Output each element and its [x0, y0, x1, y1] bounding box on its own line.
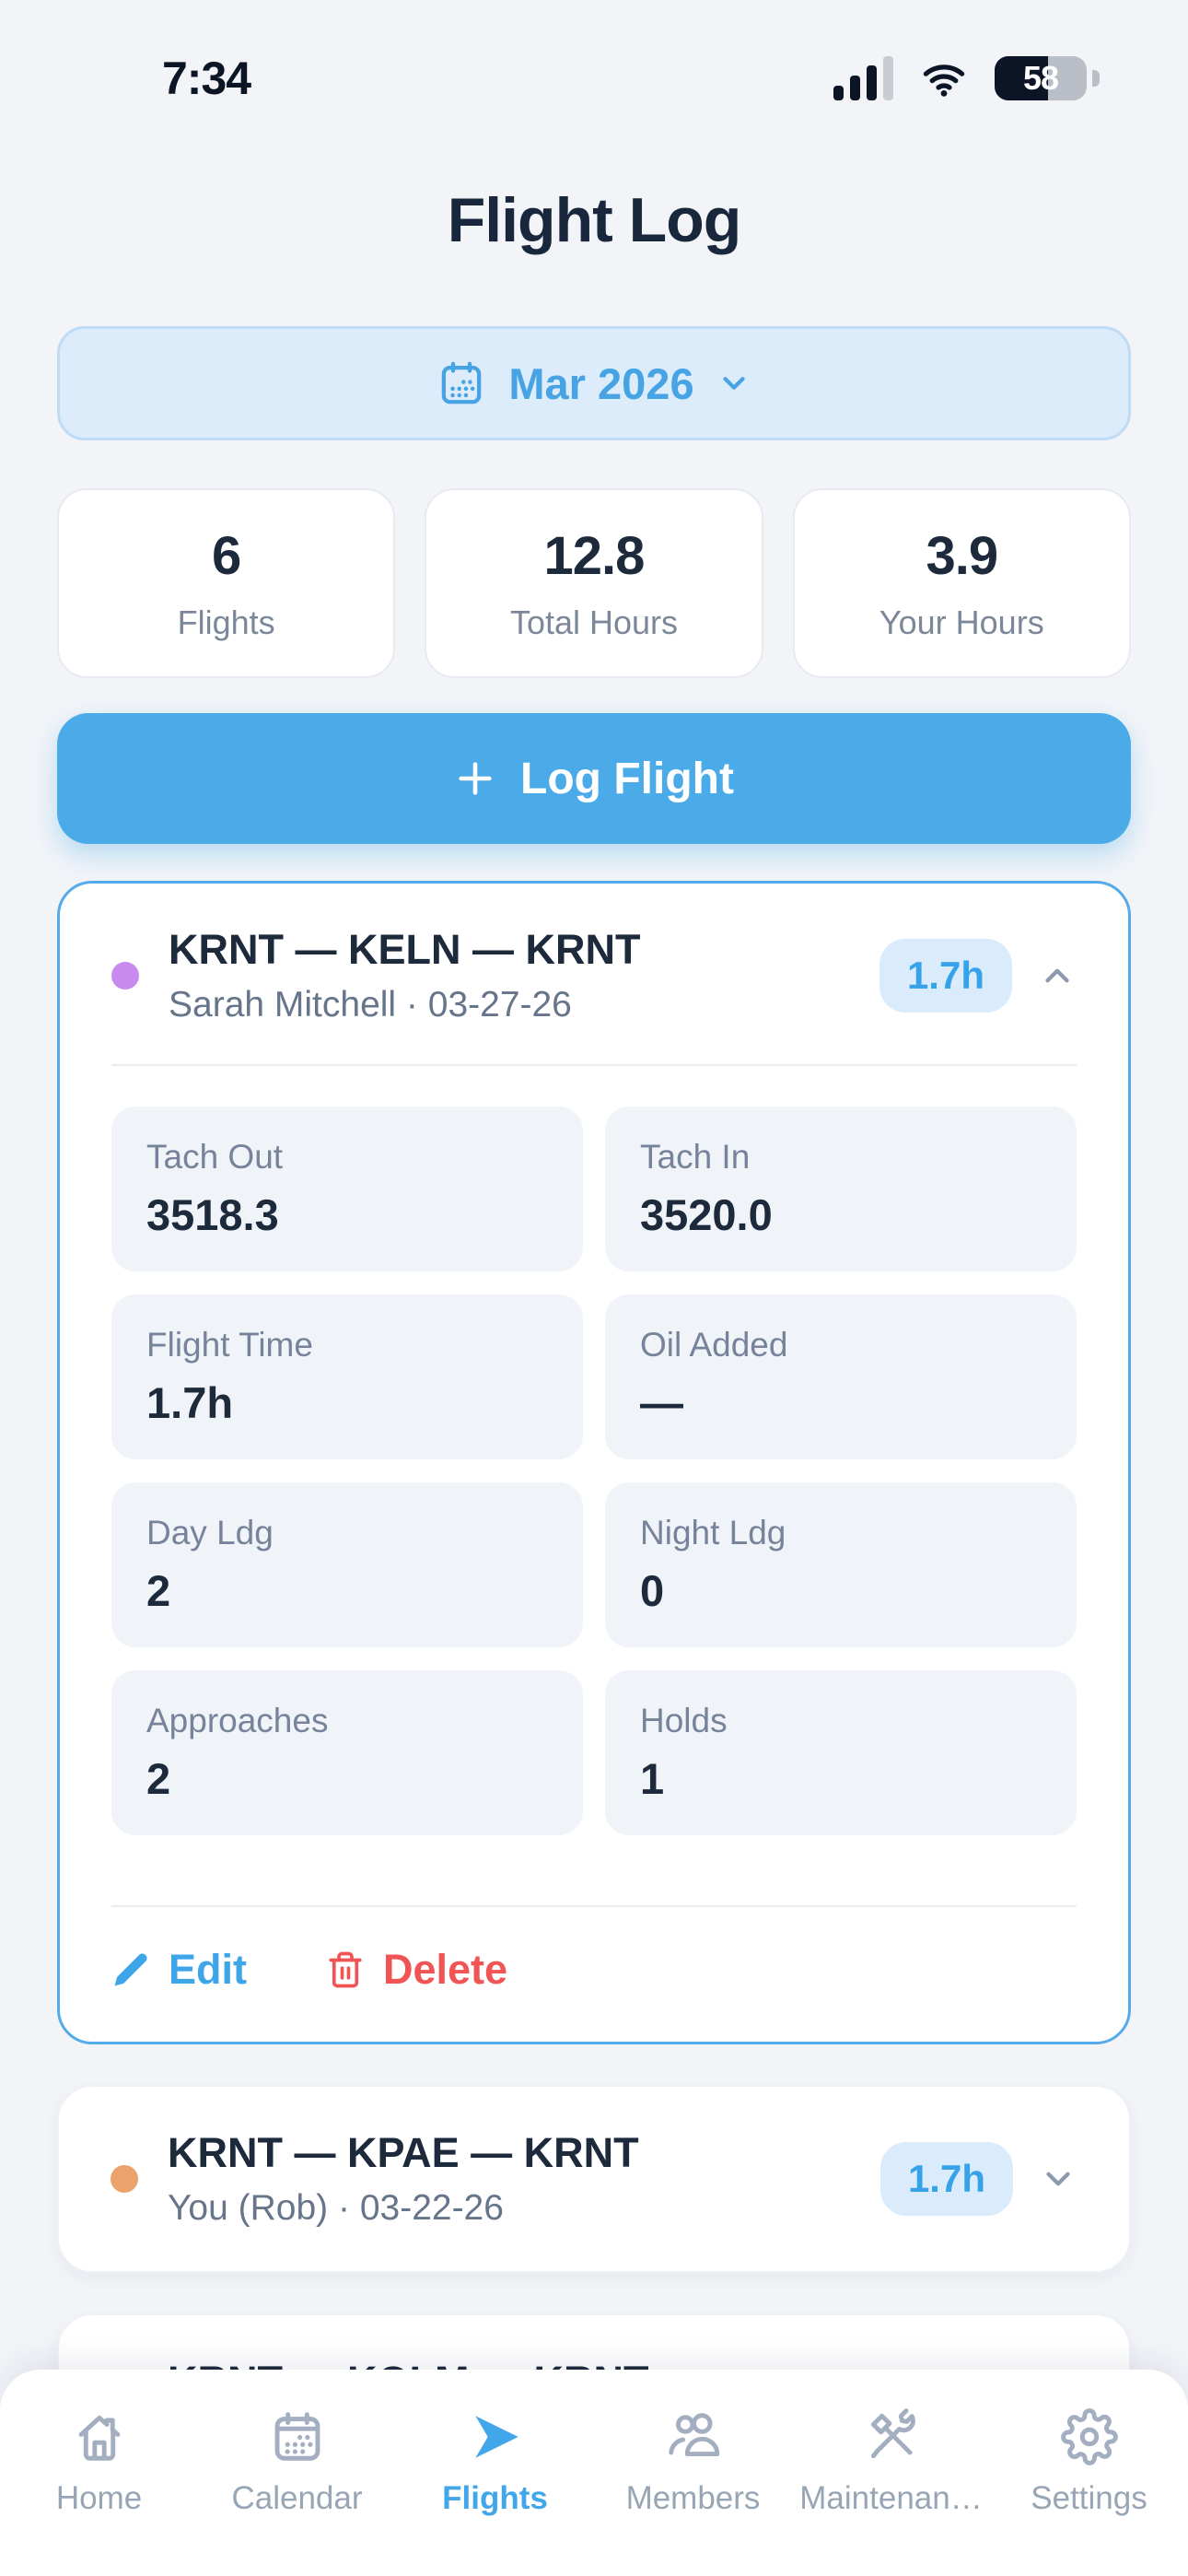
tab-maintenance[interactable]: Maintenan… — [792, 2408, 990, 2576]
flight-route: KRNT — KELN — KRNT — [169, 926, 641, 973]
stat-card-flights: 6 Flights — [57, 488, 396, 678]
flight-card-header[interactable]: KRNT — KELN — KRNT Sarah Mitchell · 03-2… — [111, 926, 1077, 1025]
divider — [111, 1905, 1077, 1907]
tab-flights[interactable]: Flights — [396, 2408, 594, 2576]
tab-label: Home — [55, 2480, 143, 2516]
flight-subtitle: Sarah Mitchell · 03-27-26 — [169, 985, 572, 1025]
flight-detail-grid: Tach Out 3518.3 Tach In 3520.0 Flight Ti… — [111, 1107, 1077, 1835]
flight-card-header[interactable]: KRNT — KPAE — KRNT You (Rob) · 03-22-26 … — [111, 2129, 1077, 2229]
field-night-ldg: Night Ldg 0 — [605, 1482, 1077, 1647]
tab-label: Members — [625, 2480, 761, 2516]
flight-actions: Edit Delete — [111, 1946, 1077, 1994]
chevron-down-icon[interactable] — [1039, 2160, 1077, 2198]
delete-button[interactable]: Delete — [326, 1946, 507, 1994]
log-flight-button[interactable]: Log Flight — [57, 713, 1131, 844]
field-flight-time: Flight Time 1.7h — [111, 1294, 583, 1459]
route-dot — [111, 962, 139, 989]
tab-calendar[interactable]: Calendar — [198, 2408, 396, 2576]
tab-members[interactable]: Members — [594, 2408, 792, 2576]
field-value: 2 — [146, 1566, 171, 1615]
field-label: Holds — [640, 1702, 728, 1739]
field-value: 0 — [640, 1566, 665, 1615]
home-icon — [78, 2415, 120, 2461]
battery-percent: 58 — [1022, 59, 1059, 97]
flight-route: KRNT — KPAE — KRNT — [168, 2129, 639, 2176]
field-tach-in: Tach In 3520.0 — [605, 1107, 1077, 1271]
field-value: 2 — [146, 1754, 171, 1803]
tab-bar: Home Calendar Flights — [0, 2370, 1188, 2576]
stat-value: 3.9 — [926, 525, 999, 586]
field-oil-added: Oil Added — — [605, 1294, 1077, 1459]
status-icons: 58 — [833, 56, 1100, 100]
stat-value: 12.8 — [543, 525, 646, 586]
field-day-ldg: Day Ldg 2 — [111, 1482, 583, 1647]
field-label: Tach Out — [146, 1138, 284, 1176]
field-label: Tach In — [640, 1138, 751, 1176]
delete-label: Delete — [383, 1946, 508, 1993]
stat-card-total-hours: 12.8 Total Hours — [425, 488, 763, 678]
field-label: Flight Time — [146, 1326, 313, 1364]
flight-card-expanded: KRNT — KELN — KRNT Sarah Mitchell · 03-2… — [57, 881, 1131, 2044]
flight-card-collapsed: KRNT — KPAE — KRNT You (Rob) · 03-22-26 … — [57, 2085, 1131, 2273]
pencil-icon — [114, 1953, 147, 1986]
month-selector[interactable]: Mar 2026 — [57, 326, 1131, 440]
battery-icon: 58 — [995, 56, 1087, 100]
edit-button[interactable]: Edit — [111, 1946, 247, 1994]
log-flight-label: Log Flight — [520, 754, 734, 803]
month-selector-label: Mar 2026 — [508, 358, 694, 408]
tools-icon — [870, 2408, 915, 2459]
page-title: Flight Log — [447, 185, 742, 255]
flight-list: KRNT — KELN — KRNT Sarah Mitchell · 03-2… — [57, 881, 1131, 2501]
tab-settings[interactable]: Settings — [990, 2408, 1188, 2576]
field-label: Day Ldg — [146, 1514, 274, 1551]
tab-label: Flights — [442, 2480, 548, 2516]
field-value: 3520.0 — [640, 1190, 773, 1239]
status-bar: 7:34 58 — [0, 0, 1188, 109]
stats-row: 6 Flights 12.8 Total Hours 3.9 Your Hour… — [57, 488, 1131, 678]
divider — [111, 1064, 1077, 1066]
chevron-down-icon — [723, 377, 745, 390]
stat-value: 6 — [212, 525, 241, 586]
paper-plane-icon — [474, 2416, 518, 2458]
field-tach-out: Tach Out 3518.3 — [111, 1107, 583, 1271]
field-value: 1.7h — [146, 1378, 234, 1427]
gear-icon — [1060, 2408, 1118, 2465]
calendar-icon — [274, 2412, 320, 2461]
field-value: 3518.3 — [146, 1190, 279, 1239]
tab-label: Settings — [1031, 2480, 1147, 2516]
duration-badge: 1.7h — [879, 939, 1012, 1013]
route-dot — [111, 2165, 138, 2193]
stat-label: Total Hours — [509, 603, 679, 641]
field-label: Approaches — [146, 1702, 329, 1739]
duration-badge: 1.7h — [879, 2142, 1013, 2216]
status-time: 7:34 — [162, 53, 251, 104]
stat-label: Your Hours — [879, 603, 1044, 641]
trash-icon — [329, 1951, 362, 1988]
flight-subtitle: You (Rob) · 03-22-26 — [168, 2188, 504, 2228]
field-label: Night Ldg — [640, 1514, 786, 1551]
field-value: 1 — [640, 1754, 665, 1803]
tab-label: Calendar — [231, 2480, 363, 2516]
members-icon — [668, 2413, 719, 2457]
battery-cap — [1092, 70, 1100, 87]
stat-card-your-hours: 3.9 Your Hours — [792, 488, 1131, 678]
stat-label: Flights — [177, 603, 275, 641]
plus-icon — [459, 762, 492, 795]
chevron-up-icon[interactable] — [1038, 956, 1077, 995]
edit-label: Edit — [169, 1946, 247, 1993]
field-holds: Holds 1 — [605, 1670, 1077, 1835]
field-approaches: Approaches 2 — [111, 1670, 583, 1835]
field-label: Oil Added — [640, 1326, 788, 1364]
calendar-icon — [442, 361, 482, 404]
field-value: — — [640, 1378, 683, 1427]
tab-label: Maintenan… — [799, 2480, 983, 2516]
wifi-icon — [923, 64, 965, 97]
cellular-signal-icon — [833, 56, 893, 100]
tab-home[interactable]: Home — [0, 2408, 198, 2576]
